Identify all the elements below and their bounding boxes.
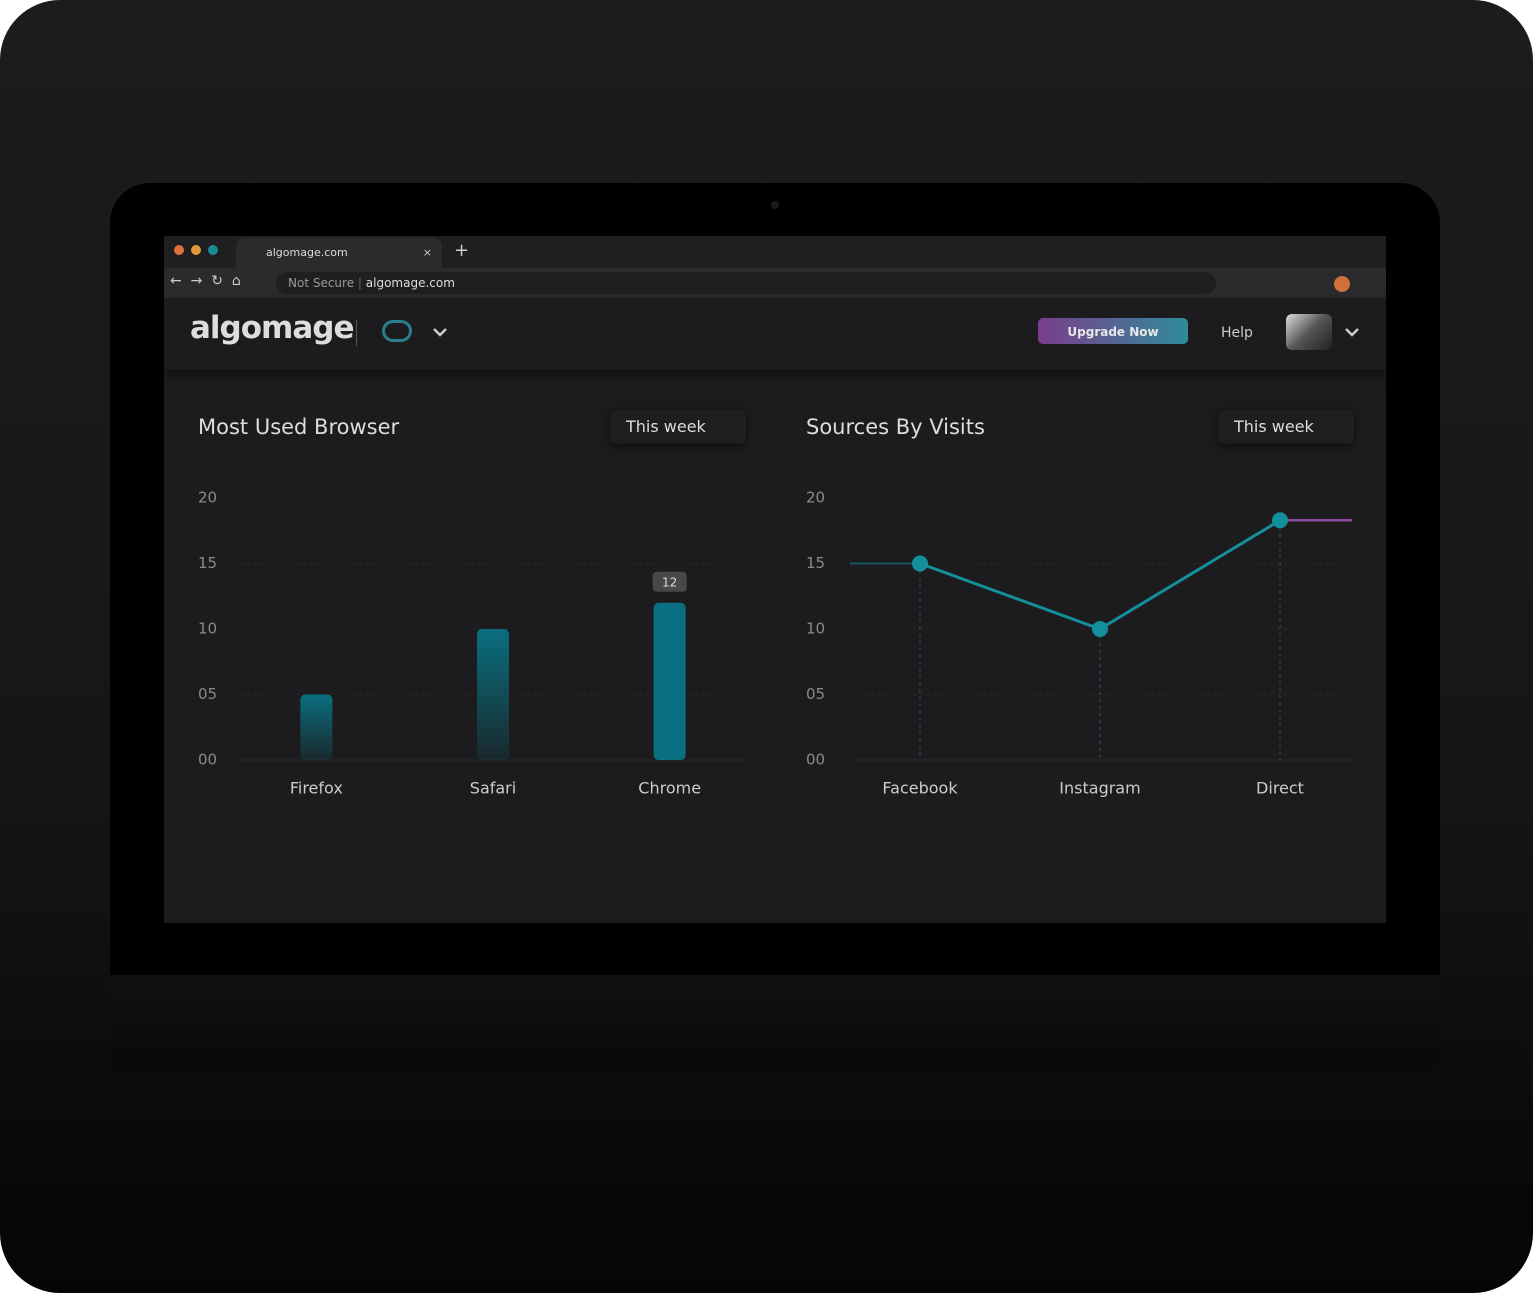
point [1092, 621, 1108, 637]
x-tick-label: Chrome [638, 779, 701, 798]
avatar[interactable] [1286, 314, 1332, 350]
tab-close[interactable]: × [422, 246, 432, 259]
series-line [919, 518, 1281, 631]
camera [771, 201, 779, 209]
y-tick-label: 20 [198, 489, 217, 507]
y-tick-label: 00 [198, 751, 217, 769]
period-dropdown[interactable]: This week [610, 410, 746, 444]
address-bar: ← → ↻ ⌂ Not Secure | algomage.com [164, 268, 1386, 298]
chart-title: Most Used Browser [198, 415, 400, 439]
y-tick-label: 05 [806, 685, 825, 703]
y-tick-label: 10 [806, 620, 825, 638]
nav-buttons[interactable]: ← → ↻ ⌂ [170, 273, 241, 289]
tab[interactable]: algomage.com × [236, 238, 442, 268]
x-tick-label: Facebook [882, 779, 958, 798]
close-dot[interactable] [174, 245, 184, 255]
min-dot[interactable] [191, 245, 201, 255]
x-tick-label: Instagram [1059, 779, 1140, 798]
y-tick-label: 15 [198, 554, 217, 572]
profile-icon[interactable] [1334, 276, 1350, 292]
app-header: algomage Upgrade Now Help [164, 298, 1386, 370]
chart-title: Sources By Visits [806, 415, 985, 439]
point [1272, 512, 1288, 529]
data-label-box [652, 571, 687, 592]
max-dot[interactable] [208, 245, 218, 255]
logo[interactable]: algomage [190, 310, 354, 346]
upgrade-button[interactable]: Upgrade Now [1038, 318, 1188, 344]
divider [356, 320, 357, 346]
x-tick-label: Safari [470, 779, 516, 798]
chevron [433, 328, 447, 337]
y-tick-label: 10 [198, 620, 217, 638]
new-tab[interactable]: + [454, 240, 470, 261]
tab-title: algomage.com [266, 246, 348, 259]
period-dropdown[interactable]: This week [1218, 410, 1354, 444]
url: algomage.com [365, 276, 455, 290]
y-tick-label: 15 [806, 554, 825, 572]
security-label: Not Secure [288, 276, 355, 290]
help-link[interactable]: Help [1221, 325, 1253, 341]
y-tick-label: 05 [198, 685, 217, 703]
x-tick-label: Direct [1256, 779, 1304, 798]
brand-icon[interactable] [382, 320, 412, 342]
omnibox[interactable]: Not Secure | algomage.com [276, 272, 1216, 294]
x-tick-label: Firefox [290, 779, 343, 798]
bar [300, 694, 333, 760]
y-tick-label: 00 [806, 751, 825, 769]
bar [477, 629, 509, 760]
monitor-chin [110, 975, 1440, 1095]
point [912, 555, 928, 572]
data-label: 12 [662, 575, 677, 589]
y-tick-label: 20 [806, 489, 825, 507]
tab-strip: algomage.com × + [164, 236, 1386, 268]
chevron [1345, 328, 1359, 337]
bar [653, 602, 686, 760]
